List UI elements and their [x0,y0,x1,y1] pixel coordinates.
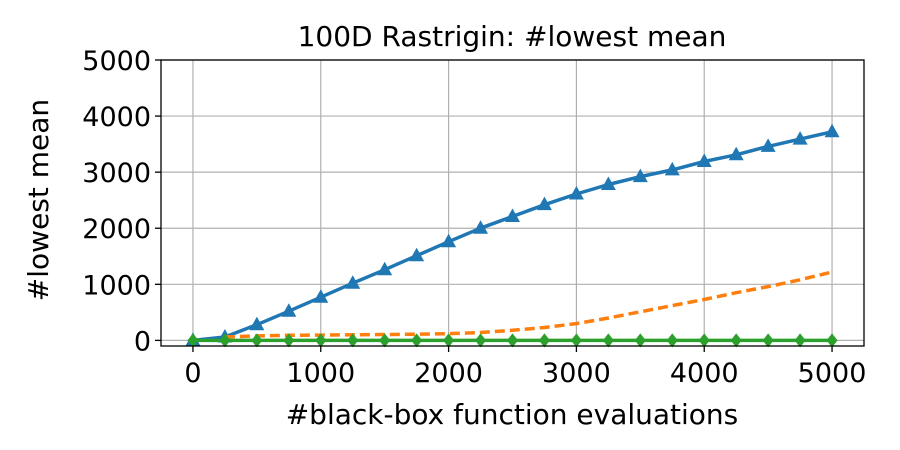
series-2 [224,270,833,339]
y-tick-label: 4000 [82,102,151,133]
series-3-point [283,333,295,348]
series-3-point [475,333,487,348]
series-1-point [760,138,776,152]
y-tick-label: 3000 [82,158,151,189]
series-3-point [762,333,774,348]
series-1-point [792,131,808,145]
chart-title: 100D Rastrigin: #lowest mean [298,20,727,53]
series-1-point [409,247,425,262]
y-axis-label: #lowest mean [22,99,55,301]
series-1-point [536,196,552,211]
series-layer [185,123,840,348]
series-1-point [568,186,584,200]
series-3-point [315,333,327,348]
x-tick-label: 2000 [414,358,483,389]
series-1-point [441,233,457,248]
x-tick-label: 1000 [286,358,355,389]
series-3-point [379,333,391,348]
series-1 [185,123,840,346]
series-3-point [794,333,806,348]
series-1-point [313,289,329,303]
series-3-point [634,333,646,348]
series-1-point [696,153,712,168]
series-1-point [377,261,393,276]
series-3-point [507,333,518,348]
y-tick-label: 0 [134,326,151,357]
series-1-point [728,146,744,161]
series-1-point [281,303,297,317]
series-1-point [632,168,648,183]
y-tick-label: 5000 [82,46,151,77]
y-tick-label: 1000 [82,270,151,301]
series-1-point [345,275,361,289]
series-3-point [730,333,742,348]
series-1-point [249,316,265,331]
series-3-point [251,333,263,348]
series-2-line [224,270,833,339]
series-3-point [443,333,455,348]
series-3-point [411,333,423,348]
series-3-point [219,333,231,348]
series-3-point [538,333,550,348]
x-tick-label: 3000 [542,358,611,389]
series-1-point [664,161,680,176]
series-1-point [824,123,840,138]
series-3-point [187,333,199,348]
x-tick-label: 4000 [670,358,739,389]
x-tick-label: 5000 [798,358,867,389]
series-3 [187,333,838,348]
series-3-point [602,333,614,348]
x-tick-label: 0 [184,358,201,389]
series-1-point [600,176,616,190]
series-1-point [473,220,489,234]
grid-lines [161,59,864,346]
axis-ticks: 0 1000 2000 3000 4000 5000 0 1000 2000 3000 4000 50… [82,46,866,389]
series-3-point [347,333,359,348]
series-3-point [826,333,838,348]
plot-frame [160,59,865,347]
series-3-point [666,333,678,348]
series-3-point [698,333,710,348]
x-axis-label: #black-box function evaluations [286,398,739,431]
y-tick-label: 2000 [82,214,151,245]
series-1-point [505,208,520,222]
series-3-point [570,333,582,348]
